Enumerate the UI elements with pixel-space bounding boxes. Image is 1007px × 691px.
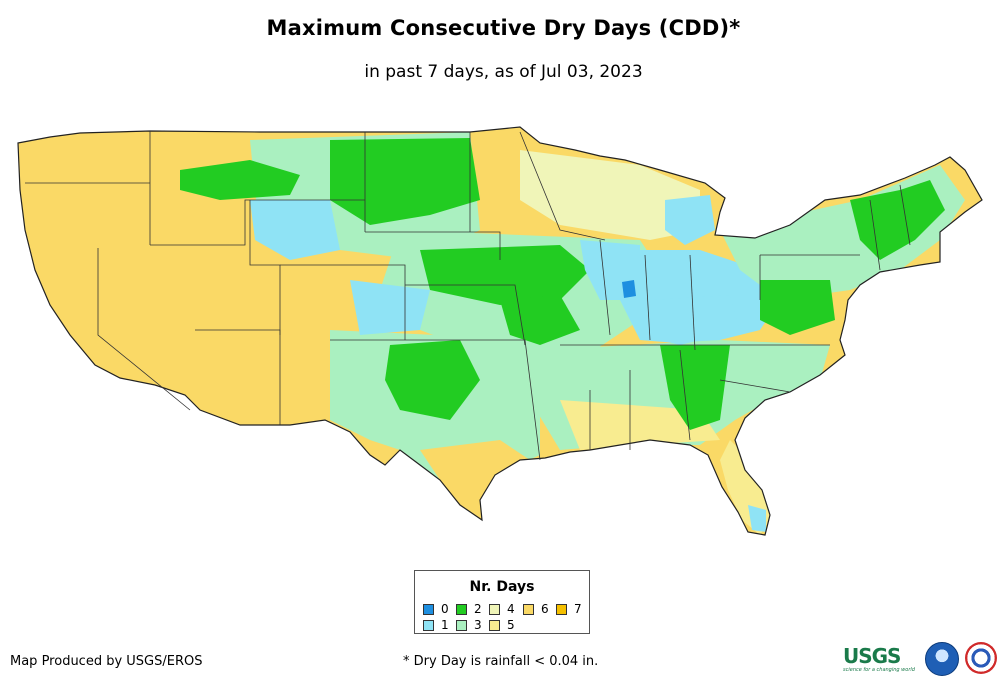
zone-dakota-green xyxy=(330,138,480,225)
us-cdd-map xyxy=(17,126,983,536)
legend-item-2: 2 xyxy=(456,602,482,616)
agency-logos: USGS science for a changing world xyxy=(843,640,1003,678)
zone-south-tx-coast xyxy=(420,440,530,510)
zone-iowa-green xyxy=(420,245,590,305)
zone-va-green xyxy=(760,280,835,335)
legend-swatch xyxy=(489,603,500,615)
legend-item-7: 7 xyxy=(556,602,582,616)
legend-label: 6 xyxy=(541,602,549,616)
legend-item-3: 3 xyxy=(456,618,482,632)
legend-swatch xyxy=(456,603,467,615)
legend-swatch xyxy=(489,619,500,631)
legend-swatch xyxy=(556,603,567,615)
legend-swatch xyxy=(456,619,467,631)
legend-label: 0 xyxy=(441,602,449,616)
legend-label: 7 xyxy=(574,602,582,616)
zone-ky-blue xyxy=(640,295,740,345)
legend-item-1: 1 xyxy=(423,618,449,632)
state-borders xyxy=(25,131,911,461)
zone-ne-green xyxy=(850,180,945,260)
zone-mo-green xyxy=(500,295,580,345)
zone-mich-blue xyxy=(665,195,715,245)
legend-item-0: 0 xyxy=(423,602,449,616)
nws-logo-icon xyxy=(965,642,997,674)
credit-text: Map Produced by USGS/EROS xyxy=(10,654,203,669)
zone-wy-blue xyxy=(250,200,340,260)
legend-label: 4 xyxy=(507,602,515,616)
zone-upper-gl xyxy=(520,150,700,240)
footnote-text: * Dry Day is rainfall < 0.04 in. xyxy=(403,654,599,669)
zone-montana-green xyxy=(180,160,300,200)
usgs-logo: USGS xyxy=(843,644,901,668)
map-subtitle: in past 7 days, as of Jul 03, 2023 xyxy=(364,62,643,82)
zone-fl-blue xyxy=(748,505,766,532)
legend-swatch xyxy=(423,603,434,615)
legend-item-6: 6 xyxy=(523,602,549,616)
legend-title: Nr. Days xyxy=(469,579,535,595)
legend: Nr. Days 0 1 2 3 4 5 6 xyxy=(414,570,590,634)
legend-label: 2 xyxy=(474,602,482,616)
legend-item-4: 4 xyxy=(489,602,515,616)
legend-label: 5 xyxy=(507,618,515,632)
zone-il-zero xyxy=(622,280,636,298)
cdd-zones xyxy=(180,132,965,535)
map-title: Maximum Consecutive Dry Days (CDD)* xyxy=(266,16,741,40)
usgs-tagline: science for a changing world xyxy=(843,667,915,673)
zone-tn-green xyxy=(660,345,730,430)
zone-ok-green xyxy=(385,340,480,420)
legend-swatch xyxy=(423,619,434,631)
legend-swatch xyxy=(523,603,534,615)
legend-item-5: 5 xyxy=(489,618,515,632)
noaa-logo-icon xyxy=(925,642,959,676)
legend-label: 1 xyxy=(441,618,449,632)
zone-ks-blue xyxy=(350,280,430,335)
legend-label: 3 xyxy=(474,618,482,632)
